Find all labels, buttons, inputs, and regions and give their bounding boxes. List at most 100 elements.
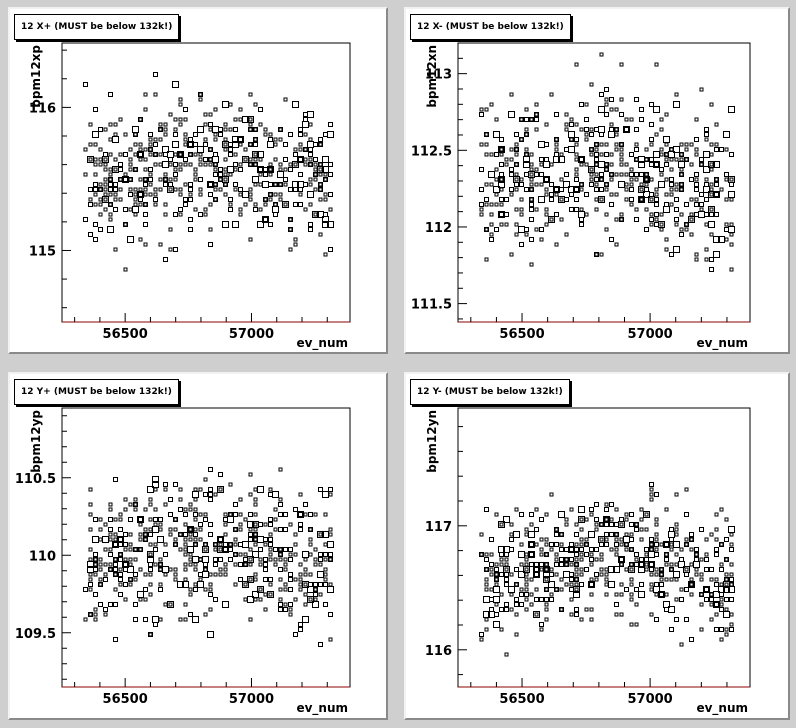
data-point [509, 172, 514, 177]
data-point [278, 602, 283, 607]
data-point [133, 212, 138, 217]
data-point [307, 596, 314, 603]
data-point [669, 562, 674, 567]
data-point [624, 197, 629, 202]
data-point [328, 612, 333, 617]
data-point [694, 182, 699, 187]
data-point [644, 227, 649, 232]
data-point [569, 507, 574, 512]
data-point [293, 542, 298, 547]
data-point [578, 516, 585, 523]
data-point [323, 557, 328, 562]
data-point [238, 207, 243, 212]
data-point [544, 607, 549, 612]
data-point [183, 552, 188, 557]
data-point [543, 576, 550, 583]
data-point [138, 147, 143, 152]
data-point [594, 162, 599, 167]
data-point [634, 527, 639, 532]
data-point [128, 562, 133, 567]
data-point [253, 542, 258, 547]
data-point [729, 542, 734, 547]
data-point [218, 472, 223, 477]
data-point [203, 162, 208, 167]
data-point [213, 492, 218, 497]
data-point [679, 172, 684, 177]
data-point [158, 517, 163, 522]
data-point [489, 102, 494, 107]
data-point [589, 562, 594, 567]
data-point [554, 542, 559, 547]
data-point [728, 226, 735, 233]
data-point [654, 522, 659, 527]
pad-title: 12 X- (MUST be below 132k!) [410, 14, 571, 40]
data-point [177, 581, 184, 588]
data-point [609, 122, 614, 127]
data-point [323, 567, 328, 572]
data-point [614, 602, 619, 607]
data-point [654, 217, 659, 222]
data-point [549, 597, 554, 602]
data-point [488, 171, 495, 178]
data-point [238, 192, 243, 197]
data-point [223, 512, 228, 517]
data-point [574, 572, 579, 577]
data-point [589, 607, 594, 612]
data-point [278, 167, 283, 172]
data-point [499, 197, 504, 202]
data-point [128, 187, 133, 192]
data-point [514, 567, 519, 572]
data-point [223, 517, 228, 522]
data-point [549, 542, 554, 547]
data-point [223, 547, 228, 552]
data-point [589, 82, 594, 87]
data-point [153, 507, 158, 512]
data-point [273, 507, 278, 512]
data-point [148, 147, 153, 152]
data-point [609, 202, 614, 207]
data-point [323, 212, 328, 217]
data-point [303, 117, 308, 122]
data-point [594, 172, 599, 177]
data-point [138, 547, 143, 552]
data-point [248, 557, 253, 562]
data-point [479, 207, 484, 212]
data-point [574, 137, 579, 142]
data-point [298, 202, 303, 207]
data-point [198, 97, 203, 102]
data-point [543, 161, 550, 168]
data-point [584, 127, 589, 132]
data-point [629, 547, 634, 552]
data-point [554, 152, 559, 157]
data-point [604, 502, 609, 507]
data-point [489, 182, 494, 187]
data-point [579, 552, 584, 557]
data-point [253, 207, 258, 212]
data-point [649, 542, 654, 547]
data-point [484, 107, 489, 112]
data-point [133, 132, 138, 137]
data-point [308, 537, 313, 542]
data-point [639, 197, 644, 202]
data-point [554, 142, 559, 147]
data-point [108, 507, 113, 512]
data-point [524, 587, 529, 592]
data-point [88, 487, 93, 492]
data-point [544, 597, 549, 602]
data-point [614, 192, 619, 197]
scatter-points [479, 52, 735, 272]
data-point [554, 527, 559, 532]
data-point [514, 232, 519, 237]
data-point [704, 557, 709, 562]
y-tick-label: 111.5 [411, 298, 452, 313]
data-point [509, 532, 514, 537]
data-point [598, 126, 605, 133]
data-point [719, 567, 724, 572]
data-point [494, 572, 499, 577]
data-point [153, 487, 158, 492]
data-point [257, 586, 264, 593]
data-point [238, 117, 243, 122]
data-point [93, 157, 98, 162]
data-point [303, 157, 308, 162]
data-point [694, 567, 699, 572]
